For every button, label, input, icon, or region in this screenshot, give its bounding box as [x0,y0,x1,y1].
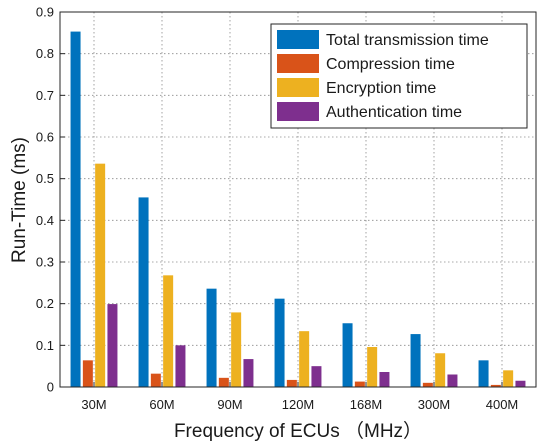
legend-swatch [277,102,319,121]
bar-60M-1 [138,197,149,387]
bar-30M-2 [82,360,93,387]
bar-400M-1 [478,360,489,387]
bar-30M-4 [107,304,118,387]
bar-168M-2 [354,381,365,387]
x-tick-label: 300M [418,397,451,412]
legend-label: Authentication time [326,104,462,121]
bar-60M-2 [150,373,161,387]
y-tick-label: 0.2 [36,296,54,311]
bar-60M-3 [163,275,174,387]
x-tick-label: 60M [149,397,174,412]
y-axis-ticks: 0 0.1 0.2 0.3 0.4 0.5 0.6 0.7 0.8 0.9 [36,5,65,395]
legend-swatch [277,54,319,73]
bar-168M-3 [367,347,378,387]
y-tick-label: 0.5 [36,171,54,186]
legend-swatch [277,78,319,97]
bar-300M-3 [435,353,446,387]
bar-400M-3 [503,370,514,387]
bar-300M-4 [447,374,458,387]
y-tick-label: 0.1 [36,338,54,353]
legend-label: Compression time [326,56,455,73]
bar-90M-1 [206,288,217,387]
bar-90M-3 [231,312,242,387]
legend-label: Total transmission time [326,32,489,49]
x-tick-label: 120M [282,397,315,412]
y-tick-label: 0.8 [36,46,54,61]
y-tick-label: 0.7 [36,88,54,103]
bar-300M-1 [410,334,421,387]
y-tick-label: 0.4 [36,213,54,228]
bar-30M-1 [70,31,81,387]
x-tick-label: 400M [486,397,519,412]
legend-label: Encryption time [326,80,436,97]
bar-120M-2 [286,379,297,387]
x-tick-label: 90M [217,397,242,412]
legend: Total transmission time Compression time E… [270,23,528,129]
bar-400M-4 [515,380,526,387]
x-tick-label: 30M [81,397,106,412]
bar-120M-1 [274,298,285,387]
x-tick-label: 168M [350,397,383,412]
bar-60M-4 [175,345,186,387]
x-axis-label: Frequency of ECUs （MHz） [174,420,422,442]
bar-120M-4 [311,366,322,387]
legend-swatch [277,30,319,49]
bar-400M-2 [490,384,501,387]
bar-90M-4 [243,359,254,387]
y-tick-label: 0 [47,380,54,395]
bar-120M-3 [299,331,310,387]
bar-168M-4 [379,372,390,387]
y-axis-label: Run-Time (ms) [9,137,30,263]
bar-90M-2 [218,377,229,387]
bar-30M-3 [95,163,106,387]
y-tick-label: 0.6 [36,130,54,145]
x-axis-ticks: 30M 60M 90M 120M 168M 300M 400M [81,382,518,412]
bar-300M-2 [422,382,433,387]
y-tick-label: 0.3 [36,255,54,270]
bar-168M-1 [342,323,353,387]
bars-group [70,31,526,387]
y-tick-label: 0.9 [36,5,54,20]
